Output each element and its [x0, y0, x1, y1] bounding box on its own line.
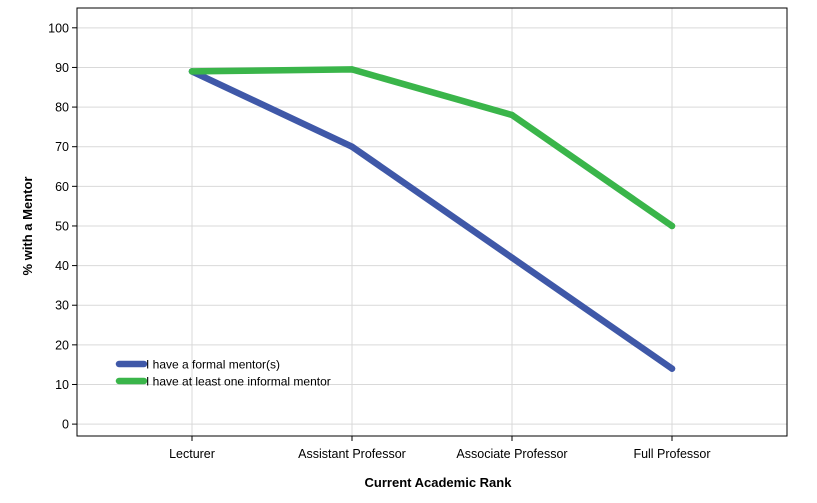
- data-point: [508, 111, 516, 119]
- series-line-2: [188, 66, 676, 230]
- y-tick-label: 100: [48, 21, 69, 35]
- y-tick-label: 20: [55, 338, 69, 352]
- legend-label: I have a formal mentor(s): [146, 358, 280, 372]
- data-point: [348, 66, 356, 73]
- data-point: [668, 365, 676, 372]
- data-point: [668, 222, 676, 230]
- x-tick-label: Lecturer: [169, 447, 215, 461]
- y-tick-label: 30: [55, 299, 69, 313]
- plot-frame: [76, 7, 788, 437]
- data-point: [188, 68, 196, 75]
- y-tick-label: 90: [55, 61, 69, 75]
- series-lines: [188, 66, 676, 372]
- x-tick-label: Associate Professor: [456, 447, 567, 461]
- x-tick-label: Full Professor: [633, 447, 710, 461]
- gridlines: [77, 8, 787, 436]
- x-tick-label: Assistant Professor: [298, 447, 406, 461]
- y-tick-label: 80: [55, 101, 69, 115]
- y-tick-label: 50: [55, 219, 69, 233]
- series-line-1: [188, 68, 676, 372]
- x-axis: Lecturer Assistant Professor Associate Pro…: [169, 436, 711, 461]
- y-axis-title: % with a Mentor: [20, 177, 35, 276]
- data-point: [348, 143, 356, 150]
- x-axis-title: Current Academic Rank: [365, 475, 513, 490]
- y-tick-label: 10: [55, 378, 69, 392]
- legend: I have a formal mentor(s) I have at least…: [115, 358, 331, 389]
- legend-label: I have at least one informal mentor: [146, 375, 331, 389]
- y-tick-label: 60: [55, 180, 69, 194]
- y-axis: 0 10 20 30 40 50 60 70 80 90 100: [48, 21, 77, 432]
- y-tick-label: 0: [62, 418, 69, 432]
- y-tick-label: 40: [55, 259, 69, 273]
- y-tick-label: 70: [55, 140, 69, 154]
- data-point: [508, 254, 516, 261]
